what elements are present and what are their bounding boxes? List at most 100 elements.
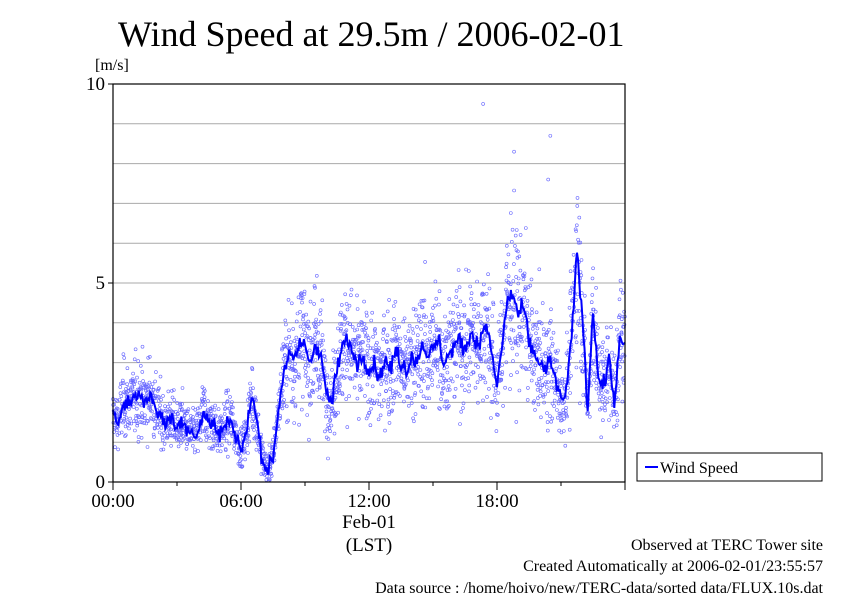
data-point xyxy=(251,386,255,391)
data-point xyxy=(256,412,261,417)
data-point xyxy=(414,313,418,318)
data-point xyxy=(321,397,326,402)
data-point xyxy=(157,386,161,391)
data-point xyxy=(389,395,393,400)
data-point xyxy=(540,383,545,387)
data-point xyxy=(280,347,284,352)
data-point xyxy=(143,413,147,418)
data-point xyxy=(450,379,455,384)
data-point xyxy=(454,288,459,293)
data-point xyxy=(308,394,312,399)
data-point xyxy=(381,327,386,332)
data-point xyxy=(454,326,459,330)
data-point xyxy=(148,406,152,411)
data-point xyxy=(435,368,440,372)
data-point xyxy=(379,382,384,387)
data-point xyxy=(511,279,516,283)
data-point xyxy=(133,347,138,352)
data-point xyxy=(413,380,417,385)
data-point xyxy=(445,365,449,369)
data-point xyxy=(503,385,507,390)
data-point xyxy=(436,384,440,389)
data-point xyxy=(431,361,436,365)
data-point xyxy=(205,425,210,430)
data-point xyxy=(406,329,411,334)
data-point xyxy=(575,196,580,200)
data-point xyxy=(614,423,619,428)
data-point xyxy=(316,322,321,326)
data-point xyxy=(335,350,340,354)
data-point xyxy=(377,402,382,407)
data-point xyxy=(381,337,385,341)
data-point xyxy=(481,338,486,343)
data-point xyxy=(333,350,338,354)
data-point xyxy=(409,396,414,401)
data-point xyxy=(382,313,386,318)
data-point xyxy=(318,312,322,316)
data-point xyxy=(395,325,400,330)
data-point xyxy=(473,363,478,367)
legend: Wind Speed xyxy=(636,452,823,482)
data-point xyxy=(506,252,511,257)
data-point xyxy=(489,416,493,420)
data-point xyxy=(338,328,343,333)
data-point xyxy=(399,350,404,354)
data-point xyxy=(204,438,209,442)
data-point xyxy=(500,370,505,374)
data-point xyxy=(418,320,423,324)
data-point xyxy=(557,365,562,369)
data-point xyxy=(481,398,485,403)
data-point xyxy=(506,314,510,319)
data-point xyxy=(121,378,125,383)
data-point xyxy=(579,359,583,364)
data-point xyxy=(565,395,570,400)
data-point xyxy=(328,381,333,385)
data-point xyxy=(516,281,521,286)
data-point xyxy=(204,426,208,430)
data-point xyxy=(125,366,130,371)
data-point xyxy=(385,340,389,344)
data-point xyxy=(551,374,555,379)
data-point xyxy=(519,334,524,339)
data-point xyxy=(438,407,442,411)
data-point xyxy=(569,373,573,378)
data-point xyxy=(305,413,310,417)
data-point xyxy=(372,401,377,405)
data-point xyxy=(490,314,495,318)
data-point xyxy=(517,332,522,336)
y-axis: 0 5 10 xyxy=(86,74,113,493)
data-point xyxy=(309,379,313,383)
data-point xyxy=(343,374,348,379)
data-point xyxy=(507,305,512,310)
data-point xyxy=(389,337,394,342)
data-point xyxy=(458,299,463,304)
data-point xyxy=(575,292,580,297)
data-point xyxy=(492,393,497,398)
data-point xyxy=(300,296,305,300)
data-point xyxy=(379,404,384,409)
x-tick-label: 12:00 xyxy=(347,491,390,512)
data-point xyxy=(485,307,490,312)
data-point xyxy=(172,388,176,392)
data-point xyxy=(443,314,447,319)
data-point xyxy=(412,366,417,371)
data-point xyxy=(349,287,354,292)
data-point xyxy=(458,422,462,426)
data-point xyxy=(574,365,579,370)
data-point xyxy=(538,394,542,398)
data-point xyxy=(541,394,546,399)
data-point xyxy=(127,421,132,425)
data-point xyxy=(305,384,309,389)
data-point xyxy=(472,314,476,319)
data-point xyxy=(344,302,349,306)
data-point xyxy=(471,326,476,331)
data-point xyxy=(582,293,587,298)
data-point xyxy=(321,338,325,343)
data-point xyxy=(451,318,455,322)
data-point xyxy=(496,319,501,324)
data-point xyxy=(549,385,554,390)
data-point xyxy=(166,427,171,431)
data-point xyxy=(222,436,227,441)
data-point xyxy=(285,376,290,381)
data-point xyxy=(161,438,165,443)
